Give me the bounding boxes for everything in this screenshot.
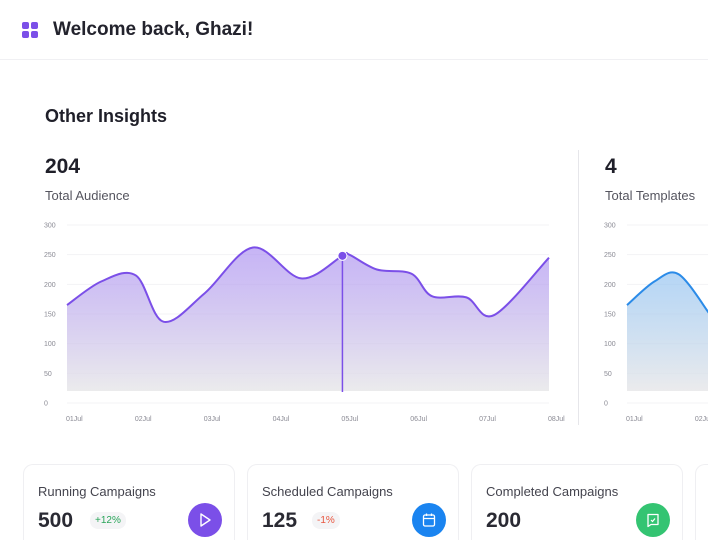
x-tick-label: 02Jul [135, 416, 152, 423]
audience-value: 204 [45, 155, 81, 178]
card-partial [695, 464, 708, 540]
card-value: 200 [486, 509, 522, 532]
card-running[interactable]: Running Campaigns 500 +12% [23, 464, 235, 540]
y-tick-label: 200 [604, 282, 616, 289]
y-tick-label: 100 [604, 341, 616, 348]
area-fill [627, 272, 708, 391]
card-badge: +12% [90, 512, 126, 529]
x-tick-label: 05Jul [341, 416, 358, 423]
calendar-icon[interactable] [412, 503, 446, 537]
page-title: Welcome back, Ghazi! [53, 19, 254, 40]
y-tick-label: 150 [44, 312, 56, 319]
card-label: Running Campaigns [38, 484, 156, 499]
grid-icon[interactable] [22, 22, 38, 38]
check-chat-icon[interactable] [636, 503, 670, 537]
y-tick-label: 300 [604, 223, 616, 230]
card-label: Completed Campaigns [486, 484, 619, 499]
x-tick-label: 01Jul [66, 416, 83, 423]
x-tick-label: 02Jul [695, 416, 708, 423]
y-tick-label: 250 [44, 252, 56, 259]
x-tick-label: 06Jul [410, 416, 427, 423]
y-tick-label: 0 [44, 401, 48, 408]
card-completed[interactable]: Completed Campaigns 200 [471, 464, 683, 540]
x-tick-label: 03Jul [204, 416, 221, 423]
y-tick-label: 50 [44, 371, 52, 378]
play-icon[interactable] [188, 503, 222, 537]
y-tick-label: 200 [44, 282, 56, 289]
x-tick-label: 04Jul [273, 416, 290, 423]
x-tick-label: 01Jul [626, 416, 643, 423]
y-tick-label: 100 [44, 341, 56, 348]
y-tick-label: 50 [604, 371, 612, 378]
x-tick-label: 07Jul [479, 416, 496, 423]
series-line [626, 271, 708, 314]
card-badge: -1% [312, 512, 340, 529]
audience-label: Total Audience [45, 188, 130, 203]
section-title: Other Insights [45, 106, 168, 126]
card-scheduled[interactable]: Scheduled Campaigns 125 -1% [247, 464, 459, 540]
templates-value: 4 [605, 155, 617, 178]
area-fill [67, 247, 549, 391]
y-tick-label: 300 [44, 223, 56, 230]
y-tick-label: 250 [604, 252, 616, 259]
card-label: Scheduled Campaigns [262, 484, 393, 499]
divider [578, 150, 579, 425]
x-tick-label: 08Jul [548, 416, 565, 423]
card-value: 125 [262, 509, 298, 532]
header: Welcome back, Ghazi! [0, 0, 708, 60]
card-value: 500 [38, 509, 74, 532]
templates-label: Total Templates [605, 188, 696, 203]
y-tick-label: 150 [604, 312, 616, 319]
hover-point [337, 250, 348, 261]
y-tick-label: 0 [604, 401, 608, 408]
